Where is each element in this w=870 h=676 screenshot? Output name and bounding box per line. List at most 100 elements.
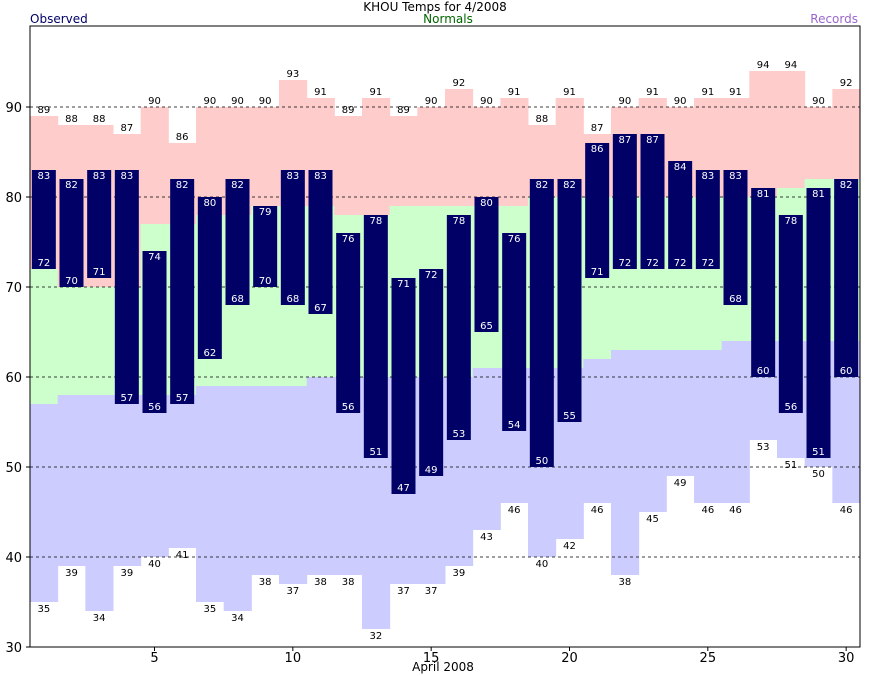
- record-high-label: 91: [701, 87, 714, 98]
- observed-bar: [225, 179, 250, 305]
- y-tick-label: 90: [5, 101, 22, 116]
- observed-low-label: 56: [342, 402, 355, 413]
- observed-low-label: 72: [701, 258, 714, 269]
- y-tick-label: 60: [5, 371, 22, 386]
- observed-bar: [31, 170, 56, 269]
- record-low-label: 38: [259, 577, 272, 588]
- record-high-label: 88: [93, 114, 106, 125]
- observed-high-label: 87: [618, 135, 631, 146]
- record-low-band: [113, 395, 142, 566]
- observed-bar: [778, 215, 803, 413]
- x-axis-label: April 2008: [412, 660, 474, 674]
- normal-range-band: [85, 287, 114, 395]
- observed-low-label: 55: [563, 411, 576, 422]
- observed-high-label: 82: [840, 180, 853, 191]
- observed-low-label: 56: [784, 402, 797, 413]
- observed-high-label: 83: [37, 171, 50, 182]
- record-low-label: 35: [37, 604, 50, 615]
- observed-low-label: 71: [93, 267, 106, 278]
- record-high-label: 90: [259, 96, 272, 107]
- y-tick-label: 30: [5, 641, 22, 656]
- observed-bar: [391, 278, 416, 494]
- record-low-label: 32: [369, 631, 382, 642]
- plot-frame: [29, 25, 861, 648]
- observed-low-label: 57: [176, 393, 189, 404]
- record-high-band: [777, 71, 806, 188]
- observed-low-label: 72: [618, 258, 631, 269]
- record-high-band: [389, 116, 418, 206]
- x-tick-label: 30: [838, 651, 855, 666]
- record-high-band: [140, 107, 169, 224]
- record-low-label: 50: [812, 469, 825, 480]
- observed-low-label: 53: [452, 429, 465, 440]
- observed-low-label: 60: [757, 366, 770, 377]
- observed-high-label: 82: [563, 180, 576, 191]
- x-tick-label: 20: [561, 651, 578, 666]
- observed-high-label: 78: [369, 216, 382, 227]
- record-low-label: 53: [757, 442, 770, 453]
- record-low-band: [666, 350, 695, 476]
- record-high-label: 90: [203, 96, 216, 107]
- observed-low-label: 65: [480, 321, 493, 332]
- observed-bar: [114, 170, 139, 404]
- observed-bars: [31, 134, 859, 494]
- record-low-label: 40: [148, 559, 161, 570]
- observed-high-label: 81: [812, 189, 825, 200]
- observed-high-label: 82: [176, 180, 189, 191]
- record-high-label: 87: [120, 123, 133, 134]
- record-high-label: 91: [563, 87, 576, 98]
- record-high-label: 91: [369, 87, 382, 98]
- observed-low-label: 70: [65, 276, 78, 287]
- record-low-label: 37: [425, 586, 438, 597]
- record-low-label: 43: [480, 532, 493, 543]
- record-low-label: 49: [674, 478, 687, 489]
- observed-high-label: 82: [535, 180, 548, 191]
- observed-high-label: 81: [757, 189, 770, 200]
- observed-low-label: 50: [535, 456, 548, 467]
- record-high-label: 91: [314, 87, 327, 98]
- record-high-label: 91: [729, 87, 742, 98]
- observed-low-label: 68: [286, 294, 299, 305]
- record-high-label: 90: [148, 96, 161, 107]
- legend-records: Records: [810, 12, 858, 26]
- record-high-band: [749, 71, 778, 197]
- observed-low-label: 72: [37, 258, 50, 269]
- observed-low-label: 56: [148, 402, 161, 413]
- observed-low-label: 60: [840, 366, 853, 377]
- record-low-label: 46: [591, 505, 604, 516]
- observed-bar: [529, 179, 554, 467]
- observed-high-label: 82: [231, 180, 244, 191]
- record-high-band: [362, 98, 391, 215]
- chart-title: KHOU Temps for 4/2008: [363, 0, 507, 14]
- observed-low-label: 72: [674, 258, 687, 269]
- record-high-label: 86: [176, 132, 189, 143]
- record-high-label: 88: [65, 114, 78, 125]
- normal-range-band: [30, 269, 59, 404]
- y-tick-label: 80: [5, 191, 22, 206]
- x-tick-label: 5: [150, 651, 158, 666]
- observed-bar: [87, 170, 112, 278]
- legend-observed: Observed: [30, 12, 88, 26]
- observed-high-label: 76: [508, 234, 521, 245]
- record-high-label: 89: [37, 105, 50, 116]
- record-low-label: 38: [314, 577, 327, 588]
- record-high-band: [251, 107, 280, 206]
- record-low-label: 35: [203, 604, 216, 615]
- observed-high-label: 74: [148, 252, 161, 263]
- y-tick-label: 40: [5, 551, 22, 566]
- record-low-band: [57, 395, 86, 566]
- record-high-band: [472, 107, 501, 206]
- record-high-band: [445, 89, 474, 206]
- record-low-band: [638, 350, 667, 512]
- record-low-band: [721, 341, 750, 503]
- record-low-band: [694, 350, 723, 503]
- record-low-band: [196, 386, 225, 602]
- observed-low-label: 68: [729, 294, 742, 305]
- observed-low-label: 71: [591, 267, 604, 278]
- observed-bar: [668, 161, 693, 269]
- x-tick-label: 15: [423, 651, 440, 666]
- observed-high-label: 80: [480, 198, 493, 209]
- observed-low-label: 51: [812, 447, 825, 458]
- record-high-label: 94: [757, 60, 770, 71]
- record-high-label: 92: [840, 78, 853, 89]
